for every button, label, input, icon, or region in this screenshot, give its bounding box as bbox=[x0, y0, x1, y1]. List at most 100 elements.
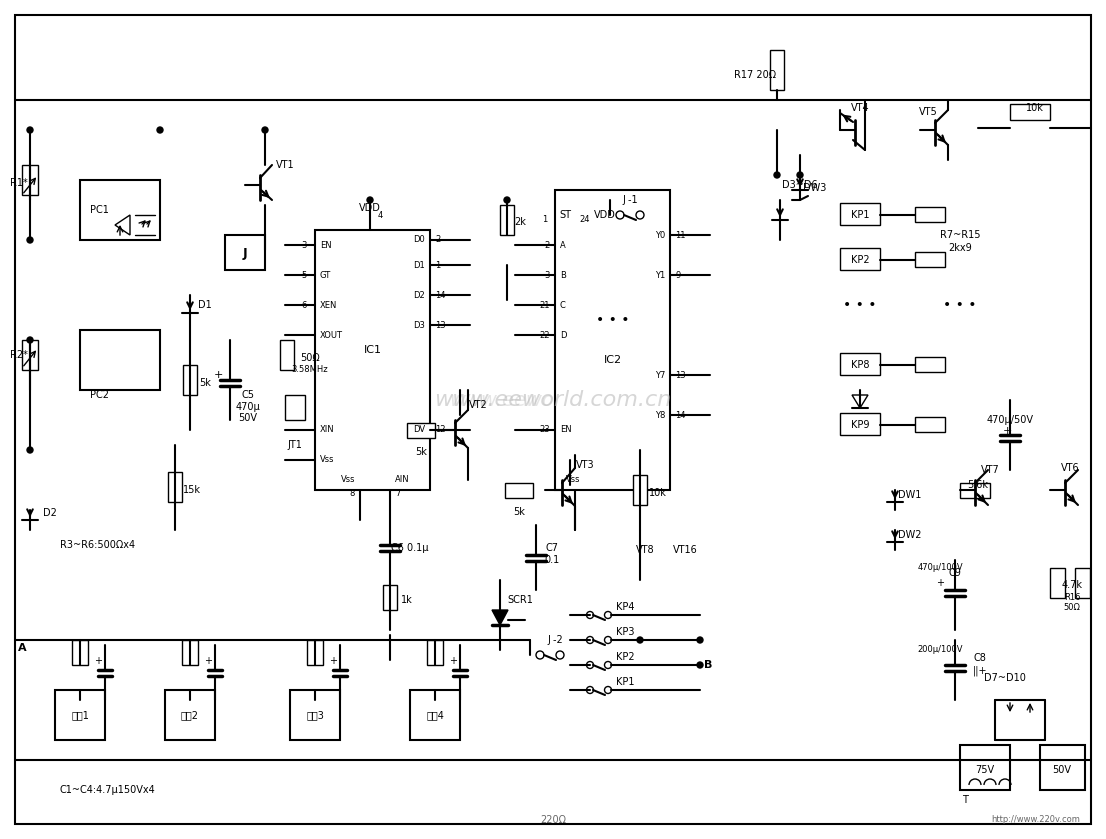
Bar bbox=[915, 417, 945, 432]
Text: VDD: VDD bbox=[594, 210, 616, 220]
Text: KP8: KP8 bbox=[851, 360, 869, 370]
Text: 1: 1 bbox=[542, 216, 547, 225]
Text: Vss: Vss bbox=[341, 476, 355, 484]
Text: T: T bbox=[962, 795, 968, 805]
Bar bbox=[407, 423, 435, 438]
Bar bbox=[633, 475, 647, 505]
Text: 50Ω: 50Ω bbox=[300, 353, 320, 363]
Bar bbox=[505, 483, 533, 498]
Bar bbox=[915, 207, 945, 222]
Text: Y1: Y1 bbox=[655, 270, 665, 279]
Text: +: + bbox=[204, 656, 212, 666]
Text: 0.1: 0.1 bbox=[544, 555, 560, 565]
Text: SCR1: SCR1 bbox=[507, 595, 533, 605]
Text: VDD: VDD bbox=[359, 203, 380, 213]
Text: 3.58MHz: 3.58MHz bbox=[292, 366, 328, 374]
Text: AIN: AIN bbox=[395, 476, 409, 484]
Text: VT7: VT7 bbox=[981, 465, 1000, 475]
Text: 5k: 5k bbox=[415, 447, 427, 457]
Bar bbox=[285, 395, 305, 420]
Text: Y8: Y8 bbox=[655, 410, 665, 420]
Bar bbox=[290, 690, 340, 740]
Text: Vss: Vss bbox=[320, 456, 334, 465]
Text: KP1: KP1 bbox=[851, 210, 869, 220]
Text: 话机2: 话机2 bbox=[181, 710, 199, 720]
Bar bbox=[80, 330, 160, 390]
Text: 2: 2 bbox=[545, 241, 550, 249]
Text: DW1: DW1 bbox=[898, 490, 921, 500]
Circle shape bbox=[27, 237, 33, 243]
Circle shape bbox=[157, 127, 163, 133]
Text: 14: 14 bbox=[435, 290, 446, 300]
Text: D1: D1 bbox=[414, 260, 425, 269]
Bar bbox=[960, 745, 1010, 790]
Text: D0: D0 bbox=[414, 236, 425, 244]
Text: VT8: VT8 bbox=[636, 545, 655, 555]
Bar bbox=[315, 230, 430, 490]
Text: +: + bbox=[936, 578, 945, 588]
Circle shape bbox=[27, 337, 33, 343]
Text: 5: 5 bbox=[302, 270, 307, 279]
Text: J -1: J -1 bbox=[623, 195, 638, 205]
Circle shape bbox=[27, 127, 33, 133]
Text: 5k: 5k bbox=[513, 507, 525, 517]
Bar bbox=[1010, 104, 1050, 120]
Text: 8: 8 bbox=[349, 488, 355, 498]
Text: EN: EN bbox=[320, 241, 332, 249]
Text: 1: 1 bbox=[435, 260, 440, 269]
Text: PC2: PC2 bbox=[90, 390, 109, 400]
Text: KP2: KP2 bbox=[851, 255, 869, 265]
Text: C9: C9 bbox=[949, 568, 961, 578]
Text: R2*: R2* bbox=[10, 350, 28, 360]
Text: Vss: Vss bbox=[566, 476, 581, 484]
Text: www.eeworld.com.cn: www.eeworld.com.cn bbox=[449, 390, 657, 409]
Text: 470μ: 470μ bbox=[236, 402, 260, 412]
Text: J: J bbox=[242, 247, 248, 259]
Text: 话机4: 话机4 bbox=[426, 710, 444, 720]
Text: VT1: VT1 bbox=[275, 160, 294, 170]
Circle shape bbox=[697, 662, 703, 668]
Text: 50Ω: 50Ω bbox=[1064, 603, 1081, 612]
Text: 14: 14 bbox=[675, 410, 686, 420]
Text: 3: 3 bbox=[544, 270, 550, 279]
Text: 470μ/100V: 470μ/100V bbox=[917, 564, 963, 572]
Text: D2: D2 bbox=[414, 290, 425, 300]
Text: KP3: KP3 bbox=[616, 627, 634, 637]
Bar bbox=[500, 205, 514, 235]
Circle shape bbox=[774, 172, 780, 178]
Text: 1k: 1k bbox=[401, 595, 413, 605]
Text: 话机3: 话机3 bbox=[306, 710, 324, 720]
Text: 12: 12 bbox=[435, 425, 446, 435]
Text: 50V: 50V bbox=[1053, 765, 1072, 775]
Text: XOUT: XOUT bbox=[320, 331, 343, 340]
Text: 9: 9 bbox=[675, 270, 680, 279]
Bar bbox=[960, 483, 990, 498]
Text: R7~R15: R7~R15 bbox=[940, 230, 980, 240]
Text: IC2: IC2 bbox=[604, 355, 622, 365]
Text: +: + bbox=[1002, 426, 1012, 436]
Text: 24: 24 bbox=[580, 216, 591, 225]
Circle shape bbox=[697, 637, 703, 643]
Text: D7~D10: D7~D10 bbox=[984, 673, 1026, 683]
Bar bbox=[72, 640, 88, 665]
Text: D3~D6: D3~D6 bbox=[782, 180, 817, 190]
Bar bbox=[307, 640, 323, 665]
Text: +: + bbox=[213, 370, 222, 380]
Text: 23: 23 bbox=[540, 425, 550, 435]
Text: C6 0.1μ: C6 0.1μ bbox=[392, 543, 429, 553]
Text: R3~R6:500Ωx4: R3~R6:500Ωx4 bbox=[60, 540, 135, 550]
Text: 220Ω: 220Ω bbox=[540, 815, 566, 825]
Circle shape bbox=[504, 197, 510, 203]
Text: 5k: 5k bbox=[199, 378, 211, 388]
Text: J -2: J -2 bbox=[547, 635, 563, 645]
Text: C8: C8 bbox=[973, 653, 987, 663]
Bar bbox=[1040, 745, 1085, 790]
Text: PC1: PC1 bbox=[90, 205, 108, 215]
Text: 200μ/100V: 200μ/100V bbox=[917, 645, 962, 654]
Bar bbox=[427, 640, 444, 665]
Circle shape bbox=[367, 197, 373, 203]
Circle shape bbox=[797, 172, 803, 178]
Bar bbox=[182, 365, 197, 395]
Text: KP1: KP1 bbox=[616, 677, 634, 687]
Text: 2kx9: 2kx9 bbox=[948, 243, 972, 253]
